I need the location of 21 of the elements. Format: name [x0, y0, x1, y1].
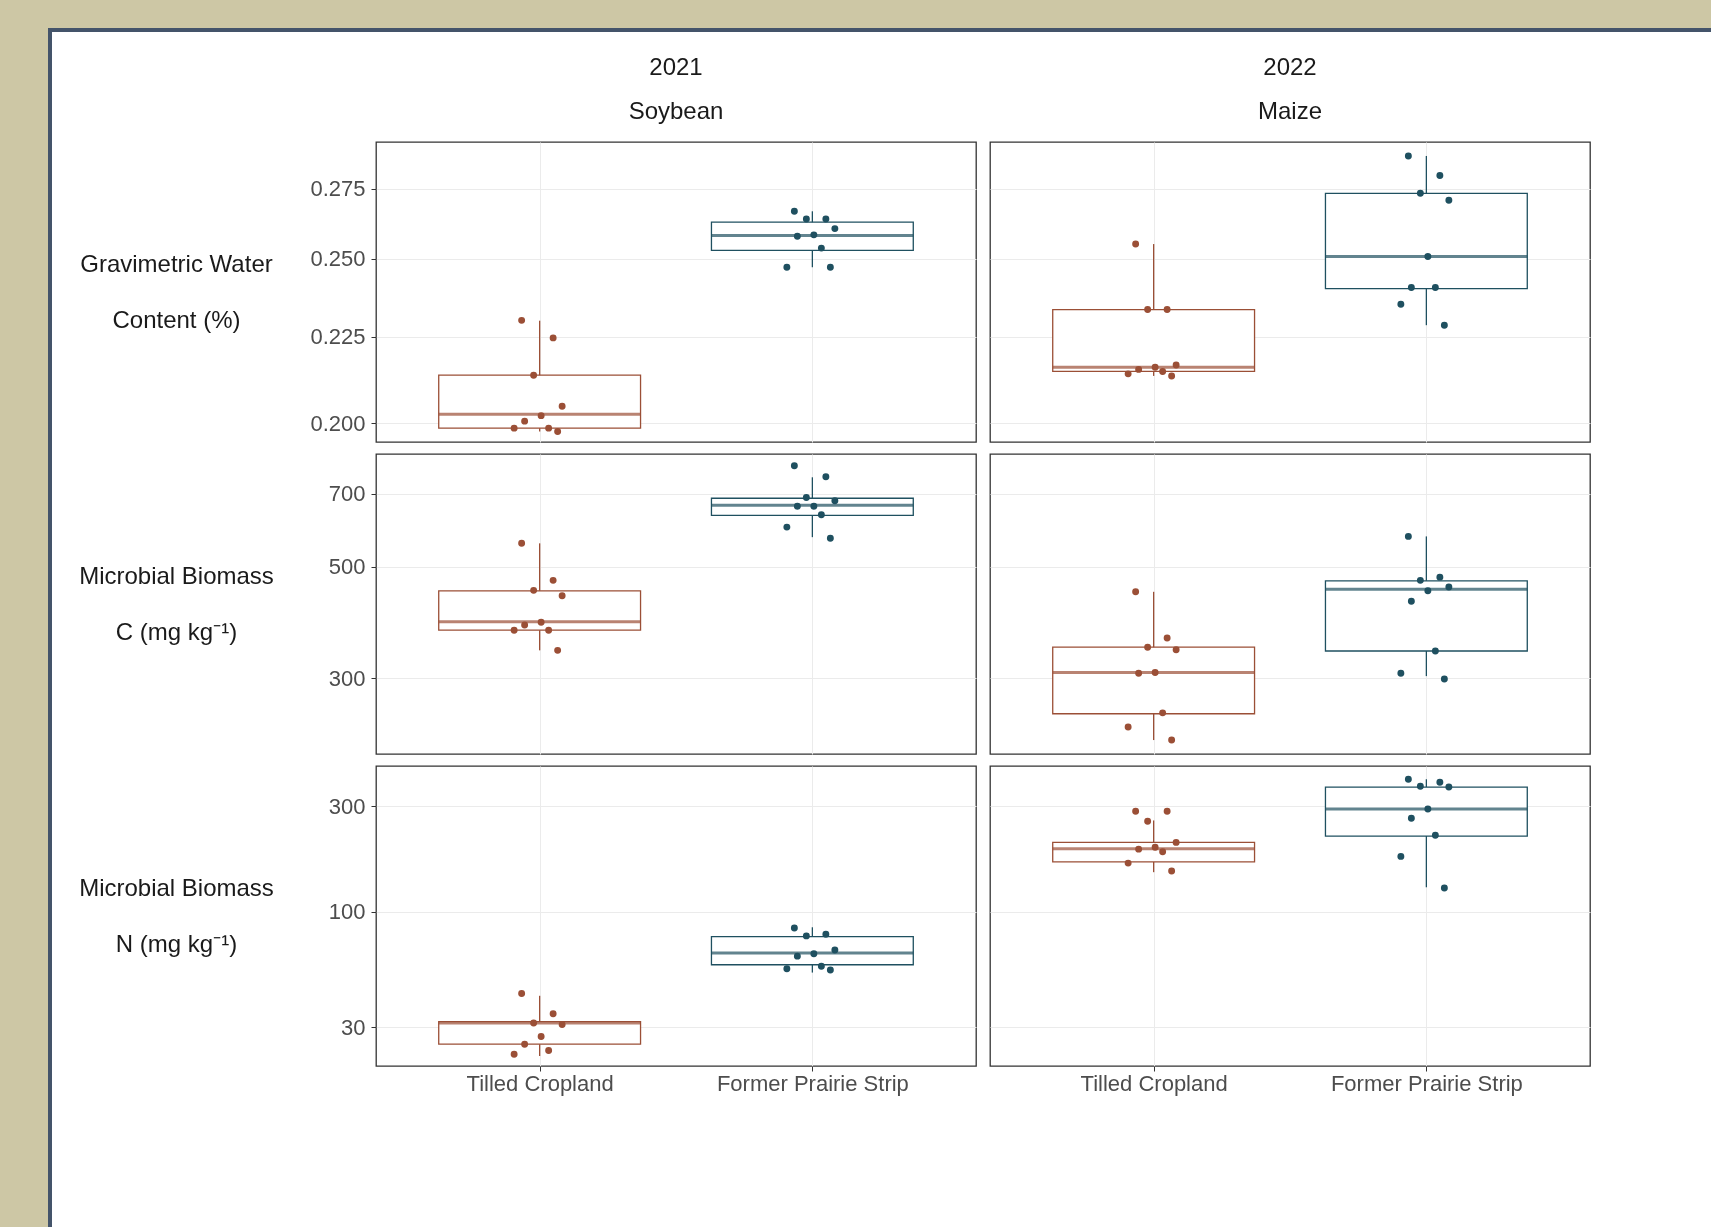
y-tick-label: 700	[328, 481, 366, 506]
x-tick-label: Tilled Cropland	[1080, 1070, 1228, 1096]
y-tick-label: 300	[328, 793, 366, 819]
y-tick-label: 0.275	[310, 176, 366, 202]
text: Gravimetric Water Content (%)	[80, 249, 273, 333]
x-tick-label: Tilled Cropland	[466, 1070, 614, 1096]
y-tick-label: 0.200	[310, 410, 366, 436]
x-tick-label: Former Prairie Strip	[716, 1070, 909, 1096]
chart-subtitle: Maize	[1257, 97, 1323, 124]
chart-title: 2021	[649, 53, 703, 80]
text: Microbial Biomass C (mg kg⁻¹)	[79, 561, 274, 645]
y-tick-label: 0.225	[310, 324, 366, 350]
x-tick-label: Former Prairie Strip	[1330, 1070, 1523, 1096]
chart-title: 2022	[1263, 53, 1317, 80]
y-tick-label: 0.250	[310, 246, 366, 272]
y-tick-label: 30	[341, 1014, 366, 1040]
text: Microbial Biomass N (mg kg⁻¹)	[79, 873, 274, 957]
y-tick-label: 300	[328, 665, 366, 691]
chart-subtitle: Soybean	[628, 97, 724, 124]
y-tick-label: 500	[328, 554, 366, 580]
y-tick-label: 100	[328, 899, 366, 925]
